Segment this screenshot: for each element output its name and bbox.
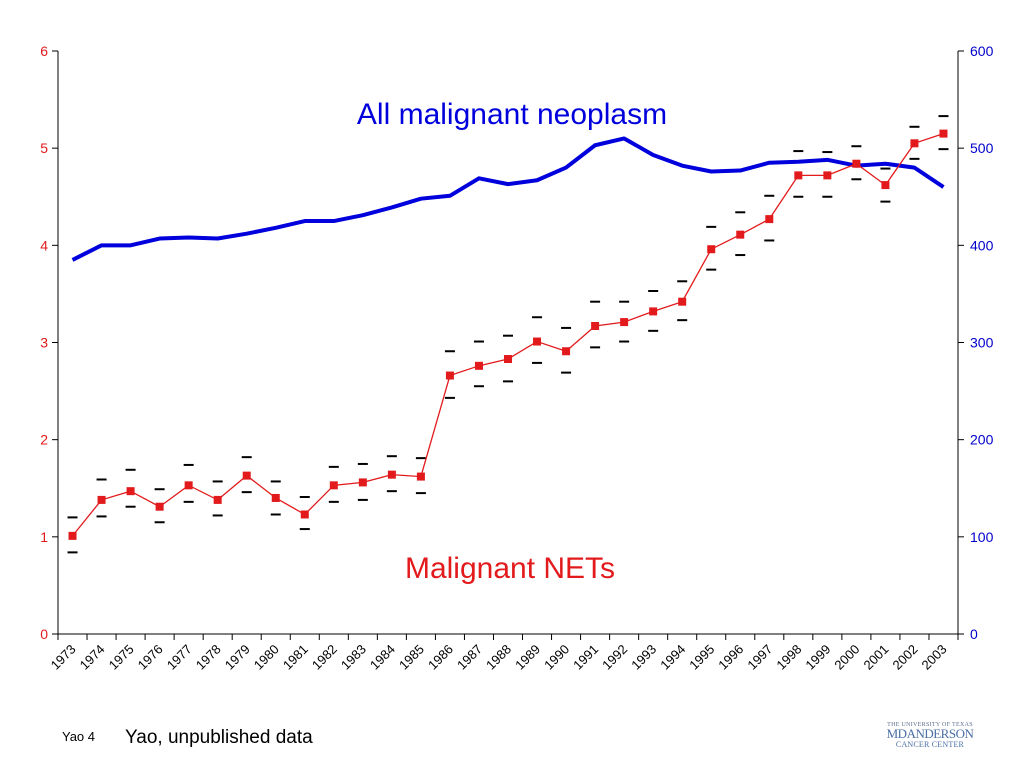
x-tick-label: 1987 bbox=[454, 642, 485, 673]
y-right-tick-label: 400 bbox=[970, 237, 994, 253]
data-point-malignant-nets bbox=[184, 481, 193, 490]
chart: 0123456010020030040050060019731974197519… bbox=[40, 43, 994, 673]
x-tick-label: 1999 bbox=[802, 642, 833, 673]
data-point-malignant-nets bbox=[329, 481, 338, 490]
data-point-malignant-nets bbox=[300, 510, 309, 519]
x-tick-label: 1994 bbox=[657, 642, 688, 673]
y-right-tick-label: 300 bbox=[970, 335, 994, 351]
y-right-tick-label: 100 bbox=[970, 529, 994, 545]
data-point-malignant-nets bbox=[504, 355, 512, 364]
data-point-malignant-nets bbox=[910, 139, 919, 148]
x-tick-label: 1997 bbox=[744, 642, 775, 673]
data-point-malignant-nets bbox=[416, 472, 425, 481]
y-left-tick-label: 4 bbox=[40, 237, 48, 253]
data-point-malignant-nets bbox=[387, 470, 396, 479]
x-tick-label: 1991 bbox=[570, 642, 601, 673]
data-point-malignant-nets bbox=[474, 361, 483, 370]
source-note: Yao, unpublished data bbox=[125, 727, 313, 748]
data-point-malignant-nets bbox=[533, 337, 542, 346]
y-left-tick-label: 0 bbox=[40, 626, 48, 642]
data-point-malignant-nets bbox=[649, 307, 658, 316]
y-left-tick-label: 2 bbox=[40, 432, 48, 448]
y-left-tick-label: 1 bbox=[40, 529, 48, 545]
x-tick-label: 2001 bbox=[860, 642, 891, 673]
y-left-tick-label: 3 bbox=[40, 335, 48, 351]
logo-main-text: MDANDERSON bbox=[886, 726, 974, 741]
x-tick-label: 1980 bbox=[251, 642, 282, 673]
data-point-malignant-nets bbox=[591, 321, 600, 330]
series-line-all-malignant-neoplasm bbox=[71, 136, 945, 262]
data-point-malignant-nets bbox=[562, 347, 571, 356]
data-point-malignant-nets bbox=[97, 495, 106, 504]
x-tick-label: 1992 bbox=[599, 642, 630, 673]
y-left-tick-label: 5 bbox=[40, 140, 48, 156]
x-tick-label: 2002 bbox=[890, 642, 921, 673]
data-point-malignant-nets bbox=[707, 245, 716, 254]
x-tick-label: 1977 bbox=[164, 642, 195, 673]
data-point-malignant-nets bbox=[445, 371, 454, 380]
x-tick-label: 1993 bbox=[628, 642, 659, 673]
x-tick-label: 1982 bbox=[309, 642, 340, 673]
data-point-malignant-nets bbox=[765, 215, 774, 224]
x-tick-label: 1974 bbox=[77, 642, 108, 673]
data-point-malignant-nets bbox=[678, 297, 687, 306]
x-tick-label: 1988 bbox=[483, 642, 514, 673]
x-tick-label: 1989 bbox=[512, 642, 543, 673]
x-tick-label: 1986 bbox=[425, 642, 456, 673]
annotation-all-malignant-neoplasm: All malignant neoplasm bbox=[357, 98, 667, 131]
data-point-malignant-nets bbox=[736, 230, 745, 239]
x-tick-label: 1998 bbox=[773, 642, 804, 673]
data-point-malignant-nets bbox=[620, 318, 629, 327]
x-tick-label: 1995 bbox=[686, 642, 717, 673]
x-tick-label: 2000 bbox=[831, 642, 862, 673]
y-left-tick-label: 6 bbox=[40, 43, 48, 59]
x-tick-label: 1983 bbox=[338, 642, 369, 673]
data-point-malignant-nets bbox=[852, 159, 861, 168]
data-point-malignant-nets bbox=[271, 493, 280, 502]
y-right-tick-label: 600 bbox=[970, 43, 994, 59]
annotation-malignant-nets: Malignant NETs bbox=[405, 552, 615, 585]
x-tick-label: 1979 bbox=[222, 642, 253, 673]
x-tick-label: 1985 bbox=[396, 642, 427, 673]
x-tick-label: 1984 bbox=[367, 642, 398, 673]
data-point-malignant-nets bbox=[68, 531, 77, 540]
data-point-malignant-nets bbox=[126, 487, 135, 496]
y-right-tick-label: 0 bbox=[970, 626, 978, 642]
logo-bottom-text: CANCER CENTER bbox=[895, 740, 965, 749]
x-tick-label: 1975 bbox=[106, 642, 137, 673]
x-tick-label: 1976 bbox=[135, 642, 166, 673]
x-tick-label: 1990 bbox=[541, 642, 572, 673]
x-tick-label: 1981 bbox=[280, 642, 311, 673]
data-point-malignant-nets bbox=[823, 171, 832, 180]
institution-logo: THE UNIVERSITY OF TEXAS MDANDERSON CANCE… bbox=[880, 722, 980, 750]
x-tick-label: 2003 bbox=[919, 642, 950, 673]
x-tick-label: 1996 bbox=[715, 642, 746, 673]
data-point-malignant-nets bbox=[939, 129, 948, 138]
data-point-malignant-nets bbox=[155, 502, 164, 511]
y-right-tick-label: 500 bbox=[970, 140, 994, 156]
x-tick-label: 1973 bbox=[48, 642, 79, 673]
slide-id: Yao 4 bbox=[62, 729, 96, 744]
data-point-malignant-nets bbox=[794, 171, 803, 180]
x-tick-label: 1978 bbox=[193, 642, 224, 673]
y-right-tick-label: 200 bbox=[970, 432, 994, 448]
logo-top-text: THE UNIVERSITY OF TEXAS bbox=[887, 722, 973, 728]
data-point-malignant-nets bbox=[881, 181, 890, 190]
data-point-malignant-nets bbox=[242, 471, 251, 480]
data-point-malignant-nets bbox=[213, 495, 222, 504]
data-point-malignant-nets bbox=[358, 478, 367, 487]
